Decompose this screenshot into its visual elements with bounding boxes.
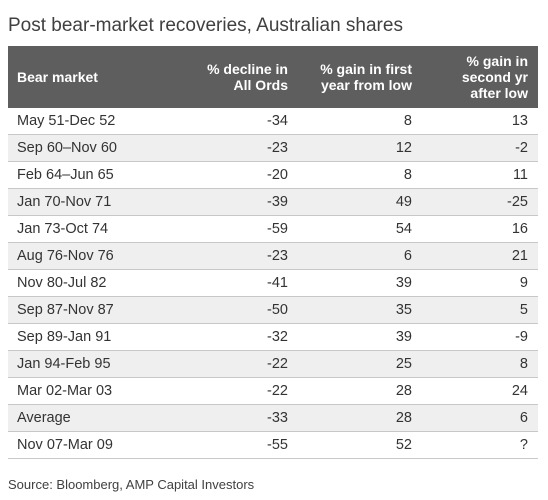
table-row: Mar 02-Mar 03 -22 28 24 xyxy=(8,377,538,405)
second-year-gain-cell: ? xyxy=(422,431,538,459)
table-row: Sep 60–Nov 60 -23 12 -2 xyxy=(8,134,538,162)
first-year-gain-cell: 49 xyxy=(298,188,422,216)
table-row: Nov 07-Mar 09 -55 52? xyxy=(8,431,538,459)
first-year-gain-cell: 8 xyxy=(298,108,422,135)
decline-cell: -23 xyxy=(184,242,298,270)
header-line: after low xyxy=(470,85,528,101)
table-row: Aug 76-Nov 76 -23 6 21 xyxy=(8,242,538,270)
header-line: All Ords xyxy=(233,77,288,93)
bear-market-cell: Jan 94-Feb 95 xyxy=(8,350,184,378)
header-bear-market: Bear market xyxy=(8,46,184,108)
decline-cell: -59 xyxy=(184,215,298,243)
decline-cell: -22 xyxy=(184,377,298,405)
second-year-gain-cell: -2 xyxy=(422,134,538,162)
header-decline: % decline in All Ords xyxy=(184,46,298,108)
decline-cell: -55 xyxy=(184,431,298,459)
table-row: Jan 70-Nov 71 -39 49 -25 xyxy=(8,188,538,216)
bear-market-cell: Mar 02-Mar 03 xyxy=(8,377,184,405)
second-year-gain-cell: 11 xyxy=(422,161,538,189)
decline-cell: -20 xyxy=(184,161,298,189)
bear-market-cell: Sep 87-Nov 87 xyxy=(8,296,184,324)
first-year-gain-cell: 39 xyxy=(298,323,422,351)
first-year-gain-cell: 6 xyxy=(298,242,422,270)
second-year-gain-cell: 6 xyxy=(422,404,538,432)
first-year-gain-cell: 8 xyxy=(298,161,422,189)
decline-cell: -34 xyxy=(184,108,298,135)
header-line: % decline in xyxy=(207,61,288,77)
second-year-gain-cell: 24 xyxy=(422,377,538,405)
table-row: Sep 87-Nov 87 -50 35 5 xyxy=(8,296,538,324)
bear-market-cell: Sep 60–Nov 60 xyxy=(8,134,184,162)
table-row: Jan 73-Oct 74 -59 54 16 xyxy=(8,215,538,243)
header-line: Bear market xyxy=(17,69,98,85)
second-year-gain-cell: 21 xyxy=(422,242,538,270)
second-year-gain-cell: 16 xyxy=(422,215,538,243)
first-year-gain-cell: 35 xyxy=(298,296,422,324)
first-year-gain-cell: 25 xyxy=(298,350,422,378)
first-year-gain-cell: 28 xyxy=(298,377,422,405)
header-line: year from low xyxy=(320,77,412,93)
decline-cell: -22 xyxy=(184,350,298,378)
second-year-gain-cell: -25 xyxy=(422,188,538,216)
decline-cell: -50 xyxy=(184,296,298,324)
second-year-gain-cell: 9 xyxy=(422,269,538,297)
decline-cell: -23 xyxy=(184,134,298,162)
table-row: May 51-Dec 52 -34 8 13 xyxy=(8,108,538,135)
source-note: Source: Bloomberg, AMP Capital Investors xyxy=(8,477,255,492)
bear-market-cell: Jan 70-Nov 71 xyxy=(8,188,184,216)
header-line: % gain in first xyxy=(320,61,412,77)
bear-market-cell: Feb 64–Jun 65 xyxy=(8,161,184,189)
first-year-gain-cell: 52 xyxy=(298,431,422,459)
table-row: Average -33 28 6 xyxy=(8,404,538,432)
bear-market-cell: May 51-Dec 52 xyxy=(8,108,184,135)
header-line: second yr xyxy=(461,69,528,85)
decline-cell: -39 xyxy=(184,188,298,216)
bear-market-cell: Nov 07-Mar 09 xyxy=(8,431,184,459)
table-row: Jan 94-Feb 95 -22 25 8 xyxy=(8,350,538,378)
first-year-gain-cell: 54 xyxy=(298,215,422,243)
second-year-gain-cell: 5 xyxy=(422,296,538,324)
header-second-year-gain: % gain in second yr after low xyxy=(422,46,538,108)
bear-market-cell: Nov 80-Jul 82 xyxy=(8,269,184,297)
bear-market-table: Bear market % decline in All Ords % gain … xyxy=(8,46,538,459)
decline-cell: -41 xyxy=(184,269,298,297)
second-year-gain-cell: 8 xyxy=(422,350,538,378)
table-row: Feb 64–Jun 65 -20 8 11 xyxy=(8,161,538,189)
bear-market-cell: Jan 73-Oct 74 xyxy=(8,215,184,243)
first-year-gain-cell: 28 xyxy=(298,404,422,432)
table-row: Sep 89-Jan 91 -32 39 -9 xyxy=(8,323,538,351)
first-year-gain-cell: 12 xyxy=(298,134,422,162)
table-row: Nov 80-Jul 82 -41 39 9 xyxy=(8,269,538,297)
second-year-gain-cell: 13 xyxy=(422,108,538,135)
bear-market-cell: Aug 76-Nov 76 xyxy=(8,242,184,270)
second-year-gain-cell: -9 xyxy=(422,323,538,351)
header-row: Bear market % decline in All Ords % gain … xyxy=(8,46,538,108)
decline-cell: -33 xyxy=(184,404,298,432)
table-body: May 51-Dec 52 -34 8 13 Sep 60–Nov 60 -23 12 -2 F… xyxy=(8,108,538,459)
bear-market-cell: Sep 89-Jan 91 xyxy=(8,323,184,351)
header-first-year-gain: % gain in first year from low xyxy=(298,46,422,108)
header-line: % gain in xyxy=(466,53,528,69)
decline-cell: -32 xyxy=(184,323,298,351)
chart-title: Post bear-market recoveries, Australian … xyxy=(8,15,403,36)
first-year-gain-cell: 39 xyxy=(298,269,422,297)
bear-market-cell: Average xyxy=(8,404,184,432)
